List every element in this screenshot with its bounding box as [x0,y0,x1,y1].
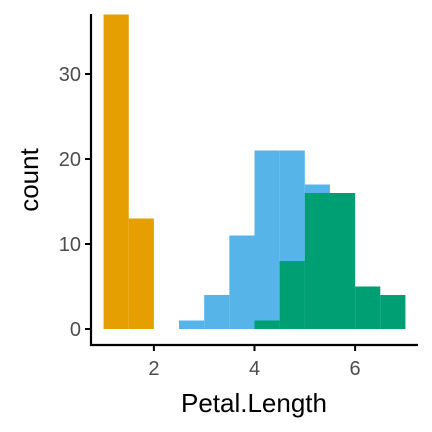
y-axis-title: count [14,147,44,211]
histogram-bar-2-8 [304,193,330,329]
y-tick-label: 10 [59,234,81,256]
y-axis-ticks: 0 10 20 30 [59,64,91,341]
x-axis-ticks: 2 4 6 [148,345,361,380]
x-axis-title: Petal.Length [181,388,327,418]
histogram-bar-1-5 [229,235,255,329]
histogram-bar-1-6 [254,150,280,329]
histogram-bar-2-9 [329,193,356,329]
y-tick-label: 20 [59,149,81,171]
histogram-bar-0-0 [103,14,129,329]
histogram-bar-2-6 [254,320,280,329]
x-tick-label: 6 [350,358,361,380]
histogram-bar-0-1 [128,218,154,329]
histogram-bar-1-4 [204,295,230,329]
x-tick-label: 2 [148,358,159,380]
histogram-bar-2-7 [279,261,305,329]
y-tick-label: 0 [70,319,81,341]
histogram-bars [103,14,406,329]
histogram-bar-2-11 [380,295,406,329]
y-tick-label: 30 [59,64,81,86]
histogram-bar-2-10 [355,286,381,329]
x-tick-label: 4 [249,358,260,380]
histogram-bar-1-3 [179,320,205,329]
